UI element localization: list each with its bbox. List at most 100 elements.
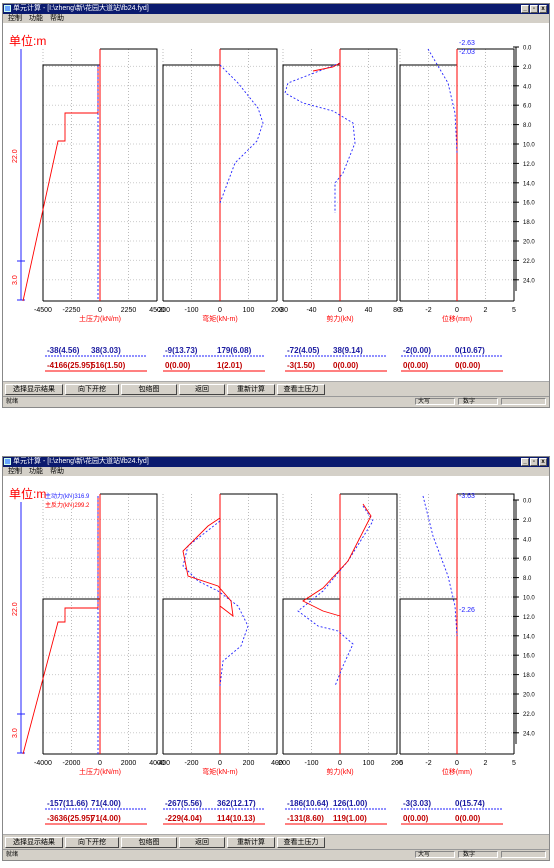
panel-axis-label: 弯矩(kN-m) [202,314,237,323]
scale-tick-label: 16.0 [523,654,535,660]
menu-item-1[interactable]: 功能 [29,15,43,22]
x-tick-label: 4500 [149,307,165,314]
x-tick-label: 2 [484,307,488,314]
summary-max-value: 0(10.67) [455,346,485,355]
minimize-icon[interactable]: _ [521,458,529,466]
legend-reaction-force: 主反力(kN)299.2 [45,501,90,509]
action-button-5[interactable]: 查看土压力 [277,384,325,395]
summary-min-value: -3(1.50) [287,361,315,370]
scale-tick-label: 22.0 [523,259,535,265]
status-cell [415,851,455,858]
scale-tick-label: 14.0 [523,181,535,187]
earth-pressure-curve [22,65,99,302]
summary-min-value: 0(0.00) [165,361,191,370]
window-title: 单元计算 - [I:\zheng\新\花园大道站\fb24.fyd] [13,5,149,12]
action-button-5[interactable]: 查看土压力 [277,837,325,848]
summary-min-value: 0(0.00) [403,814,429,823]
panel-axis-label: 位移(mm) [442,767,472,776]
scale-tick-label: 22.0 [523,712,535,718]
panel-frame [340,493,398,754]
legend-active-force: 主动力(kN)316.9 [45,492,90,500]
summary-max-value: -186(10.64) [287,799,329,808]
menu-bar: 控制 功能 帮助 [3,467,549,476]
action-button-2[interactable]: 包络图 [121,384,177,395]
minimize-icon[interactable]: _ [521,5,529,13]
x-tick-label: -4500 [34,307,52,314]
x-tick-label: 0 [218,307,222,314]
status-bar: 就绪 大写 数字 [3,849,549,860]
summary-min-value: 516(1.50) [91,361,126,370]
panel-frame [42,64,100,301]
scale-tick-label: 8.0 [523,123,532,129]
menu-item-2[interactable]: 帮助 [50,15,64,22]
scale-tick-label: 6.0 [523,557,532,563]
summary-max-value: -3(3.03) [403,799,431,808]
menu-item-0[interactable]: 控制 [8,468,22,475]
scale-tick-label: 20.0 [523,240,535,246]
x-tick-label: -2250 [63,307,81,314]
menu-item-2[interactable]: 帮助 [50,468,64,475]
panel-axis-label: 土压力(kN/m) [79,767,121,776]
x-tick-label: -5 [397,760,403,767]
restore-icon[interactable]: ▫ [530,5,538,13]
close-icon[interactable]: x [539,458,547,466]
scale-tick-label: 14.0 [523,634,535,640]
scale-tick-label: 24.0 [523,278,535,284]
earth-pressure-curve [22,496,99,755]
action-button-3[interactable]: 返回 [179,384,225,395]
summary-min-value: -4166(25.95) [47,361,93,370]
action-button-0[interactable]: 选择显示结果 [5,837,63,848]
displacement-curve [422,495,458,637]
panel-frame [220,493,278,754]
scale-tick-label: 0.0 [523,46,532,52]
panel-frame [100,48,158,301]
close-icon[interactable]: x [539,5,547,13]
summary-min-value: -131(8.60) [287,814,324,823]
summary-min-value: 0(0.00) [333,361,359,370]
x-tick-label: -40 [306,307,316,314]
summary-min-value: -3636(25.95) [47,814,93,823]
window-title: 单元计算 - [I:\zheng\新\花园大道站\fb24.fyd] [13,458,149,465]
panel-frame [282,598,340,754]
panel-frame [399,64,457,301]
panel-axis-label: 土压力(kN/m) [79,314,121,323]
summary-min-value: 0(0.00) [455,814,481,823]
action-button-4[interactable]: 重新计算 [227,837,275,848]
action-button-0[interactable]: 选择显示结果 [5,384,63,395]
scale-tick-label: 12.0 [523,162,535,168]
scale-tick-label: 6.0 [523,104,532,110]
x-tick-label: 0 [455,307,459,314]
x-tick-label: -4000 [34,760,52,767]
summary-max-value: 0(15.74) [455,799,485,808]
x-tick-label: -2 [425,760,431,767]
panel-frame [399,598,457,754]
action-toolbar: 选择显示结果 向下开挖 包络图 返回 重新计算 查看土压力 [3,381,549,398]
title-bar: 单元计算 - [I:\zheng\新\花园大道站\fb24.fyd] _ ▫ x [3,457,549,467]
panel-axis-label: 弯矩(kN-m) [202,767,237,776]
results-plot: 单位:m 22.0 3.0 0.0 2.0 4.0 6.0 8.0 10.0 12.0 14.0 16… [9,33,535,372]
depth-label-upper: 22.0 [12,149,19,163]
menu-item-0[interactable]: 控制 [8,15,22,22]
summary-max-value: 71(4.00) [91,799,121,808]
scale-tick-label: 10.0 [523,143,535,149]
action-button-2[interactable]: 包络图 [121,837,177,848]
scale-tick-label: 8.0 [523,576,532,582]
summary-min-value: -229(4.04) [165,814,202,823]
app-icon [4,458,11,465]
x-tick-label: 200 [271,307,283,314]
action-button-1[interactable]: 向下开挖 [65,384,119,395]
x-tick-label: 2250 [121,307,137,314]
menu-item-1[interactable]: 功能 [29,468,43,475]
panel-frame [42,598,100,754]
status-bar: 就绪 大写 数字 [3,396,549,407]
action-toolbar: 选择显示结果 向下开挖 包络图 返回 重新计算 查看土压力 [3,834,549,851]
action-button-1[interactable]: 向下开挖 [65,837,119,848]
restore-icon[interactable]: ▫ [530,458,538,466]
x-tick-label: 0 [218,760,222,767]
x-tick-label: 0 [98,307,102,314]
status-cell [458,398,498,405]
summary-max-value: 38(9.14) [333,346,363,355]
action-button-4[interactable]: 重新计算 [227,384,275,395]
top-value-label: -2.63 [459,40,475,47]
action-button-3[interactable]: 返回 [179,837,225,848]
